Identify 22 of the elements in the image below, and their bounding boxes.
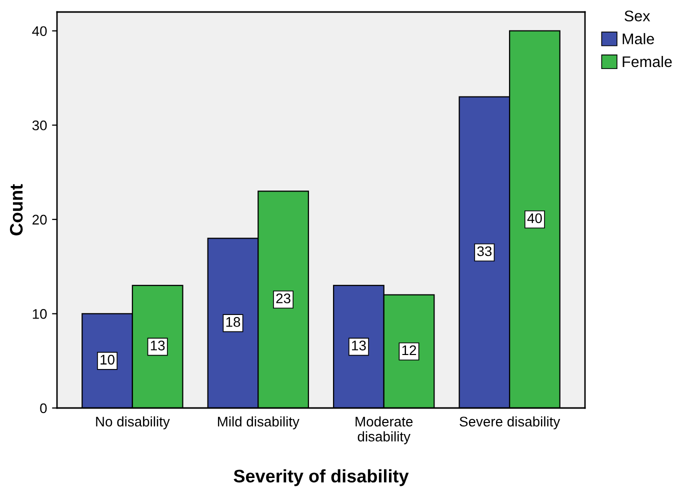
x-tick-label: Mild disability <box>218 416 300 430</box>
data-label: 13 <box>150 340 165 350</box>
y-tick-label: 0 <box>40 403 47 414</box>
legend-label: Female <box>622 56 672 68</box>
y-tick-label: 20 <box>32 214 47 225</box>
data-label: 33 <box>477 246 492 256</box>
x-tick-label: No disability <box>96 416 170 430</box>
y-tick-label: 40 <box>32 26 47 36</box>
y-tick-label: 30 <box>32 120 47 130</box>
y-axis-title: Count <box>10 184 23 236</box>
x-tick-label: Moderate disability <box>356 416 413 444</box>
data-label: 18 <box>226 317 240 327</box>
data-label: 13 <box>352 340 366 350</box>
data-label: 23 <box>276 293 290 304</box>
data-label: 10 <box>100 354 114 365</box>
x-axis-title: Severity of disability <box>234 469 409 486</box>
data-label: 40 <box>527 213 542 224</box>
data-label: 12 <box>402 345 416 356</box>
x-tick-label: Severe disability <box>460 416 560 430</box>
y-tick-label: 10 <box>32 309 47 319</box>
legend-label: Male <box>622 33 654 44</box>
legend-title: Sex <box>624 10 650 22</box>
